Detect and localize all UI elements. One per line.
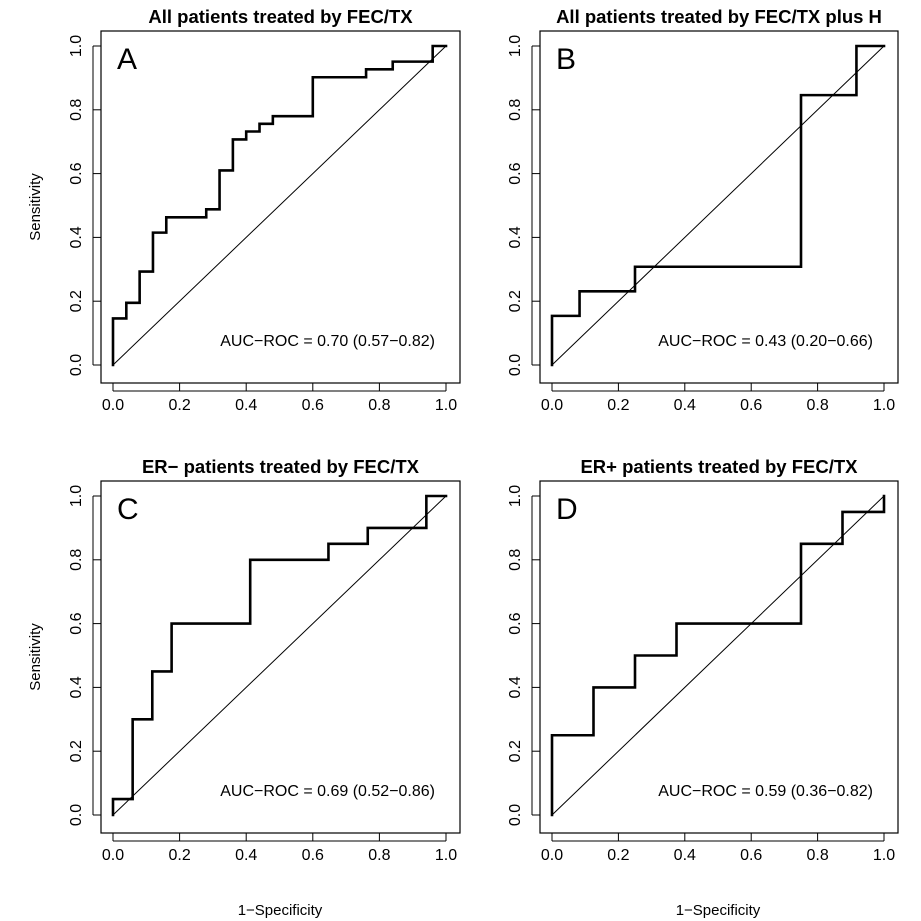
roc-curve bbox=[111, 44, 448, 367]
roc-curve bbox=[111, 494, 448, 817]
y-tick-label: 0.0 bbox=[68, 354, 85, 376]
y-tick-label: 0.6 bbox=[68, 612, 85, 634]
x-tick-label: 0.2 bbox=[607, 847, 629, 864]
y-tick-label: 0.8 bbox=[507, 549, 524, 571]
panel-letter: A bbox=[117, 43, 137, 76]
roc-curve bbox=[550, 44, 886, 367]
y-tick-label: 0.0 bbox=[507, 804, 524, 826]
y-tick-label: 0.2 bbox=[507, 740, 524, 762]
x-tick-label: 1.0 bbox=[435, 397, 457, 414]
plot-frame bbox=[539, 480, 899, 834]
y-tick-label: 0.4 bbox=[68, 676, 85, 698]
y-tick-label: 0.6 bbox=[507, 612, 524, 634]
x-tick-label: 0.0 bbox=[102, 397, 124, 414]
x-tick-label: 1.0 bbox=[435, 847, 457, 864]
roc-curve bbox=[550, 494, 886, 817]
x-tick-label: 1.0 bbox=[873, 847, 895, 864]
x-tick-label: 0.4 bbox=[235, 397, 257, 414]
reference-diagonal bbox=[551, 495, 885, 816]
chart-title: All patients treated by FEC/TX plus H bbox=[556, 6, 882, 27]
auc-annotation: AUC−ROC = 0.69 (0.52−0.86) bbox=[220, 783, 435, 800]
x-tick-label: 0.4 bbox=[674, 397, 696, 414]
x-tick-label: 0.6 bbox=[302, 397, 324, 414]
y-tick-label: 0.6 bbox=[507, 162, 524, 184]
y-tick-label: 0.6 bbox=[68, 162, 85, 184]
x-tick-label: 0.2 bbox=[607, 397, 629, 414]
y-tick-label: 0.4 bbox=[507, 676, 524, 698]
y-tick-label: 0.2 bbox=[507, 290, 524, 312]
x-tick-label: 0.8 bbox=[368, 847, 390, 864]
panel-c: ER− patients treated by FEC/TXC 0.0 0.2 0.4… bbox=[68, 456, 461, 864]
y-axis-label-bottom: Sensitivity bbox=[27, 623, 44, 691]
reference-diagonal bbox=[551, 45, 885, 366]
y-tick-label: 0.8 bbox=[507, 99, 524, 121]
panel-b: All patients treated by FEC/TX plus H B 0.… bbox=[507, 6, 899, 414]
y-tick-label: 1.0 bbox=[507, 485, 524, 507]
auc-annotation: AUC−ROC = 0.70 (0.57−0.82) bbox=[220, 333, 435, 350]
x-tick-label: 1.0 bbox=[873, 397, 895, 414]
y-tick-label: 1.0 bbox=[507, 35, 524, 57]
x-tick-label: 0.8 bbox=[806, 847, 828, 864]
x-tick-label: 0.2 bbox=[168, 397, 190, 414]
x-tick-label: 0.8 bbox=[368, 397, 390, 414]
chart-title: ER− patients treated by FEC/TX bbox=[142, 456, 420, 477]
reference-diagonal bbox=[112, 495, 447, 816]
x-tick-label: 0.2 bbox=[168, 847, 190, 864]
x-axis-label-left: 1−Specificity bbox=[238, 902, 323, 919]
y-tick-label: 1.0 bbox=[68, 35, 85, 57]
panel-letter: D bbox=[556, 493, 578, 526]
y-tick-label: 0.0 bbox=[68, 804, 85, 826]
x-tick-label: 0.4 bbox=[235, 847, 257, 864]
chart-title: All patients treated by FEC/TX bbox=[148, 6, 413, 27]
y-tick-label: 0.4 bbox=[68, 226, 85, 248]
y-tick-label: 0.2 bbox=[68, 740, 85, 762]
plot-frame bbox=[539, 30, 899, 384]
panel-letter: C bbox=[117, 493, 139, 526]
y-tick-label: 0.8 bbox=[68, 99, 85, 121]
x-axis-label-right: 1−Specificity bbox=[676, 902, 761, 919]
y-tick-label: 0.2 bbox=[68, 290, 85, 312]
x-tick-label: 0.0 bbox=[541, 847, 563, 864]
x-tick-label: 0.0 bbox=[102, 847, 124, 864]
auc-annotation: AUC−ROC = 0.59 (0.36−0.82) bbox=[658, 783, 873, 800]
panel-letter: B bbox=[556, 43, 576, 76]
x-tick-label: 0.4 bbox=[674, 847, 696, 864]
x-tick-label: 0.6 bbox=[740, 847, 762, 864]
y-axis-label-top: Sensitivity bbox=[27, 173, 44, 241]
y-tick-label: 0.8 bbox=[68, 549, 85, 571]
chart-title: ER+ patients treated by FEC/TX bbox=[580, 456, 858, 477]
auc-annotation: AUC−ROC = 0.43 (0.20−0.66) bbox=[658, 333, 873, 350]
y-tick-label: 1.0 bbox=[68, 485, 85, 507]
x-tick-label: 0.0 bbox=[541, 397, 563, 414]
plot-frame bbox=[100, 480, 461, 834]
panel-d: ER+ patients treated by FEC/TXD 0.0 0.2 0.4… bbox=[507, 456, 899, 864]
x-tick-label: 0.6 bbox=[302, 847, 324, 864]
reference-diagonal bbox=[112, 45, 447, 366]
x-tick-label: 0.6 bbox=[740, 397, 762, 414]
plot-frame bbox=[100, 30, 461, 384]
panel-a: All patients treated by FEC/TX A 0.0 0.2 0.4… bbox=[68, 6, 461, 414]
x-tick-label: 0.8 bbox=[806, 397, 828, 414]
y-tick-label: 0.0 bbox=[507, 354, 524, 376]
y-tick-label: 0.4 bbox=[507, 226, 524, 248]
